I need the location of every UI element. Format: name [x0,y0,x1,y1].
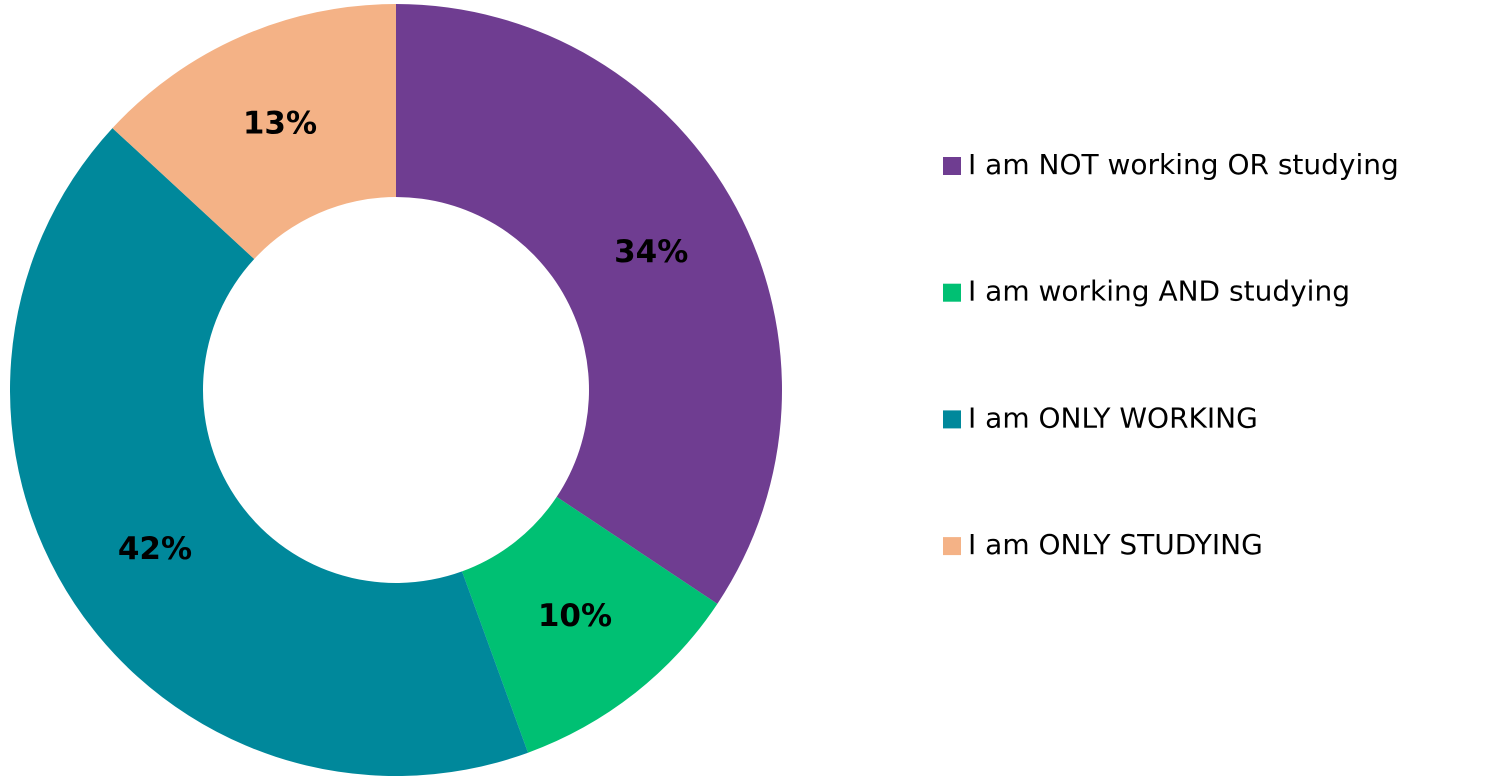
value-label: 13% [243,105,317,141]
legend-label: I am ONLY STUDYING [968,528,1263,561]
donut-slice [10,128,529,777]
legend-swatch [943,283,961,302]
value-label: 34% [614,234,688,270]
legend-swatch [943,537,961,556]
legend-label: I am ONLY WORKING [968,401,1258,434]
legend-label: I am working AND studying [968,275,1350,308]
legend-swatch [943,410,961,429]
value-label: 10% [538,598,612,634]
legend-label: I am NOT working OR studying [968,148,1399,181]
value-label: 42% [118,531,192,567]
donut-slice [112,4,396,260]
legend-swatch [943,157,961,175]
donut-slice [396,4,782,604]
donut-slice [462,496,718,753]
